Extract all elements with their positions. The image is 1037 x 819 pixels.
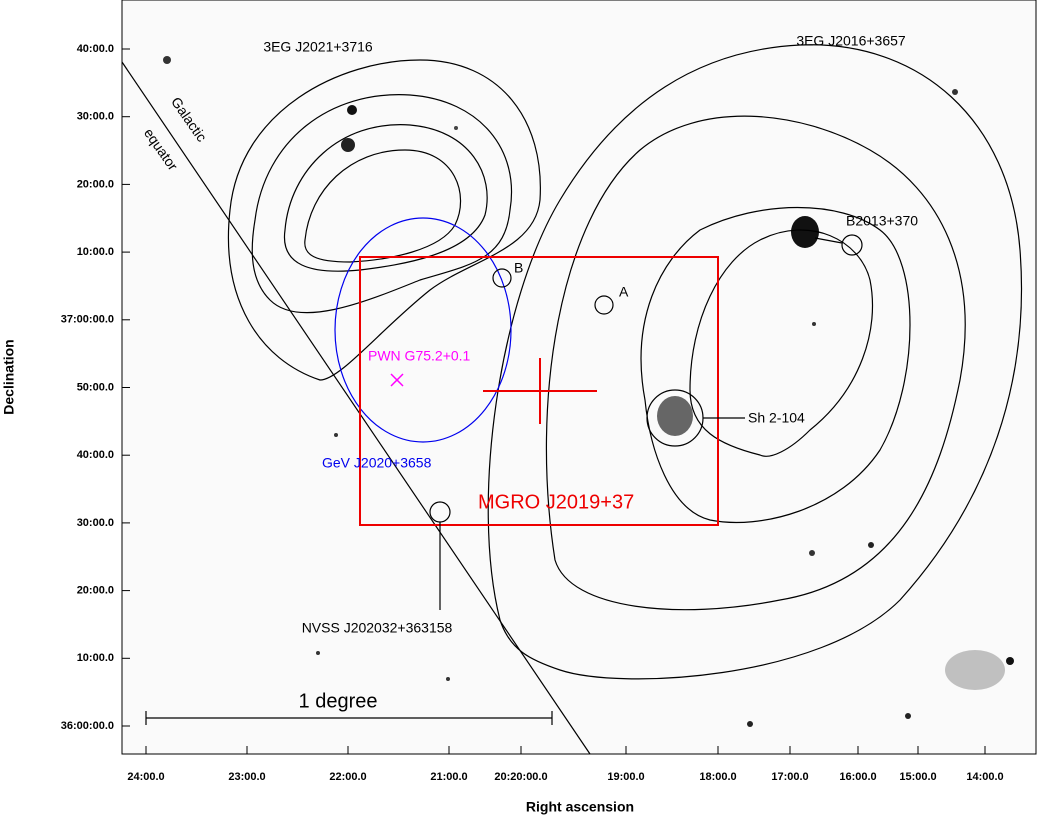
y-axis-label: Declination <box>1 339 17 414</box>
label: GeV J2020+3658 <box>322 455 432 471</box>
x-tick-label: 22:00.0 <box>329 771 366 783</box>
pwn-marker <box>390 373 404 387</box>
y-tick-label: 37:00:00.0 <box>61 314 114 326</box>
label: Sh 2-104 <box>748 410 805 426</box>
plot-frame <box>121 0 1037 755</box>
y-tick-label: 10:00.0 <box>77 246 114 258</box>
label: PWN G75.2+0.1 <box>368 348 471 364</box>
source-circles <box>429 234 863 610</box>
contours <box>227 44 1023 680</box>
x-tick-label: 14:00.0 <box>966 771 1003 783</box>
y-tick-label: 20:00.0 <box>77 178 114 190</box>
x-axis-label: Right ascension <box>526 799 634 815</box>
y-tick-label: 20:00.0 <box>77 585 114 597</box>
label: 3EG J2016+3657 <box>796 33 906 49</box>
mgro-box <box>359 256 719 526</box>
gev-ellipse <box>334 217 512 443</box>
x-tick-label: 18:00.0 <box>699 771 736 783</box>
y-tick-label: 36:00:00.0 <box>61 720 114 732</box>
y-tick-label: 40:00.0 <box>77 449 114 461</box>
galactic-equator <box>121 61 591 755</box>
x-tick-label: 23:00.0 <box>228 771 265 783</box>
y-tick-label: 30:00.0 <box>77 111 114 123</box>
y-tick-label: 30:00.0 <box>77 517 114 529</box>
x-tick-label: 19:00.0 <box>607 771 644 783</box>
background-sources <box>163 56 1014 727</box>
label: 1 degree <box>299 690 378 712</box>
label: B <box>514 260 523 276</box>
label: MGRO J2019+37 <box>478 491 634 513</box>
y-tick-label: 40:00.0 <box>77 43 114 55</box>
y-tick-label: 50:00.0 <box>77 381 114 393</box>
x-tick-label: 21:00.0 <box>430 771 467 783</box>
label: 3EG J2021+3716 <box>263 39 373 55</box>
x-tick-label: 24:00.0 <box>127 771 164 783</box>
label: A <box>619 284 629 300</box>
label: B2013+370 <box>846 213 918 229</box>
x-tick-label: 17:00.0 <box>771 771 808 783</box>
x-tick-label: 15:00.0 <box>899 771 936 783</box>
x-tick-label: 16:00.0 <box>839 771 876 783</box>
y-tick-label: 10:00.0 <box>77 652 114 664</box>
label: NVSS J202032+363158 <box>302 620 453 636</box>
x-tick-label: 20:20:00.0 <box>494 771 547 783</box>
scale-bar <box>145 711 553 725</box>
